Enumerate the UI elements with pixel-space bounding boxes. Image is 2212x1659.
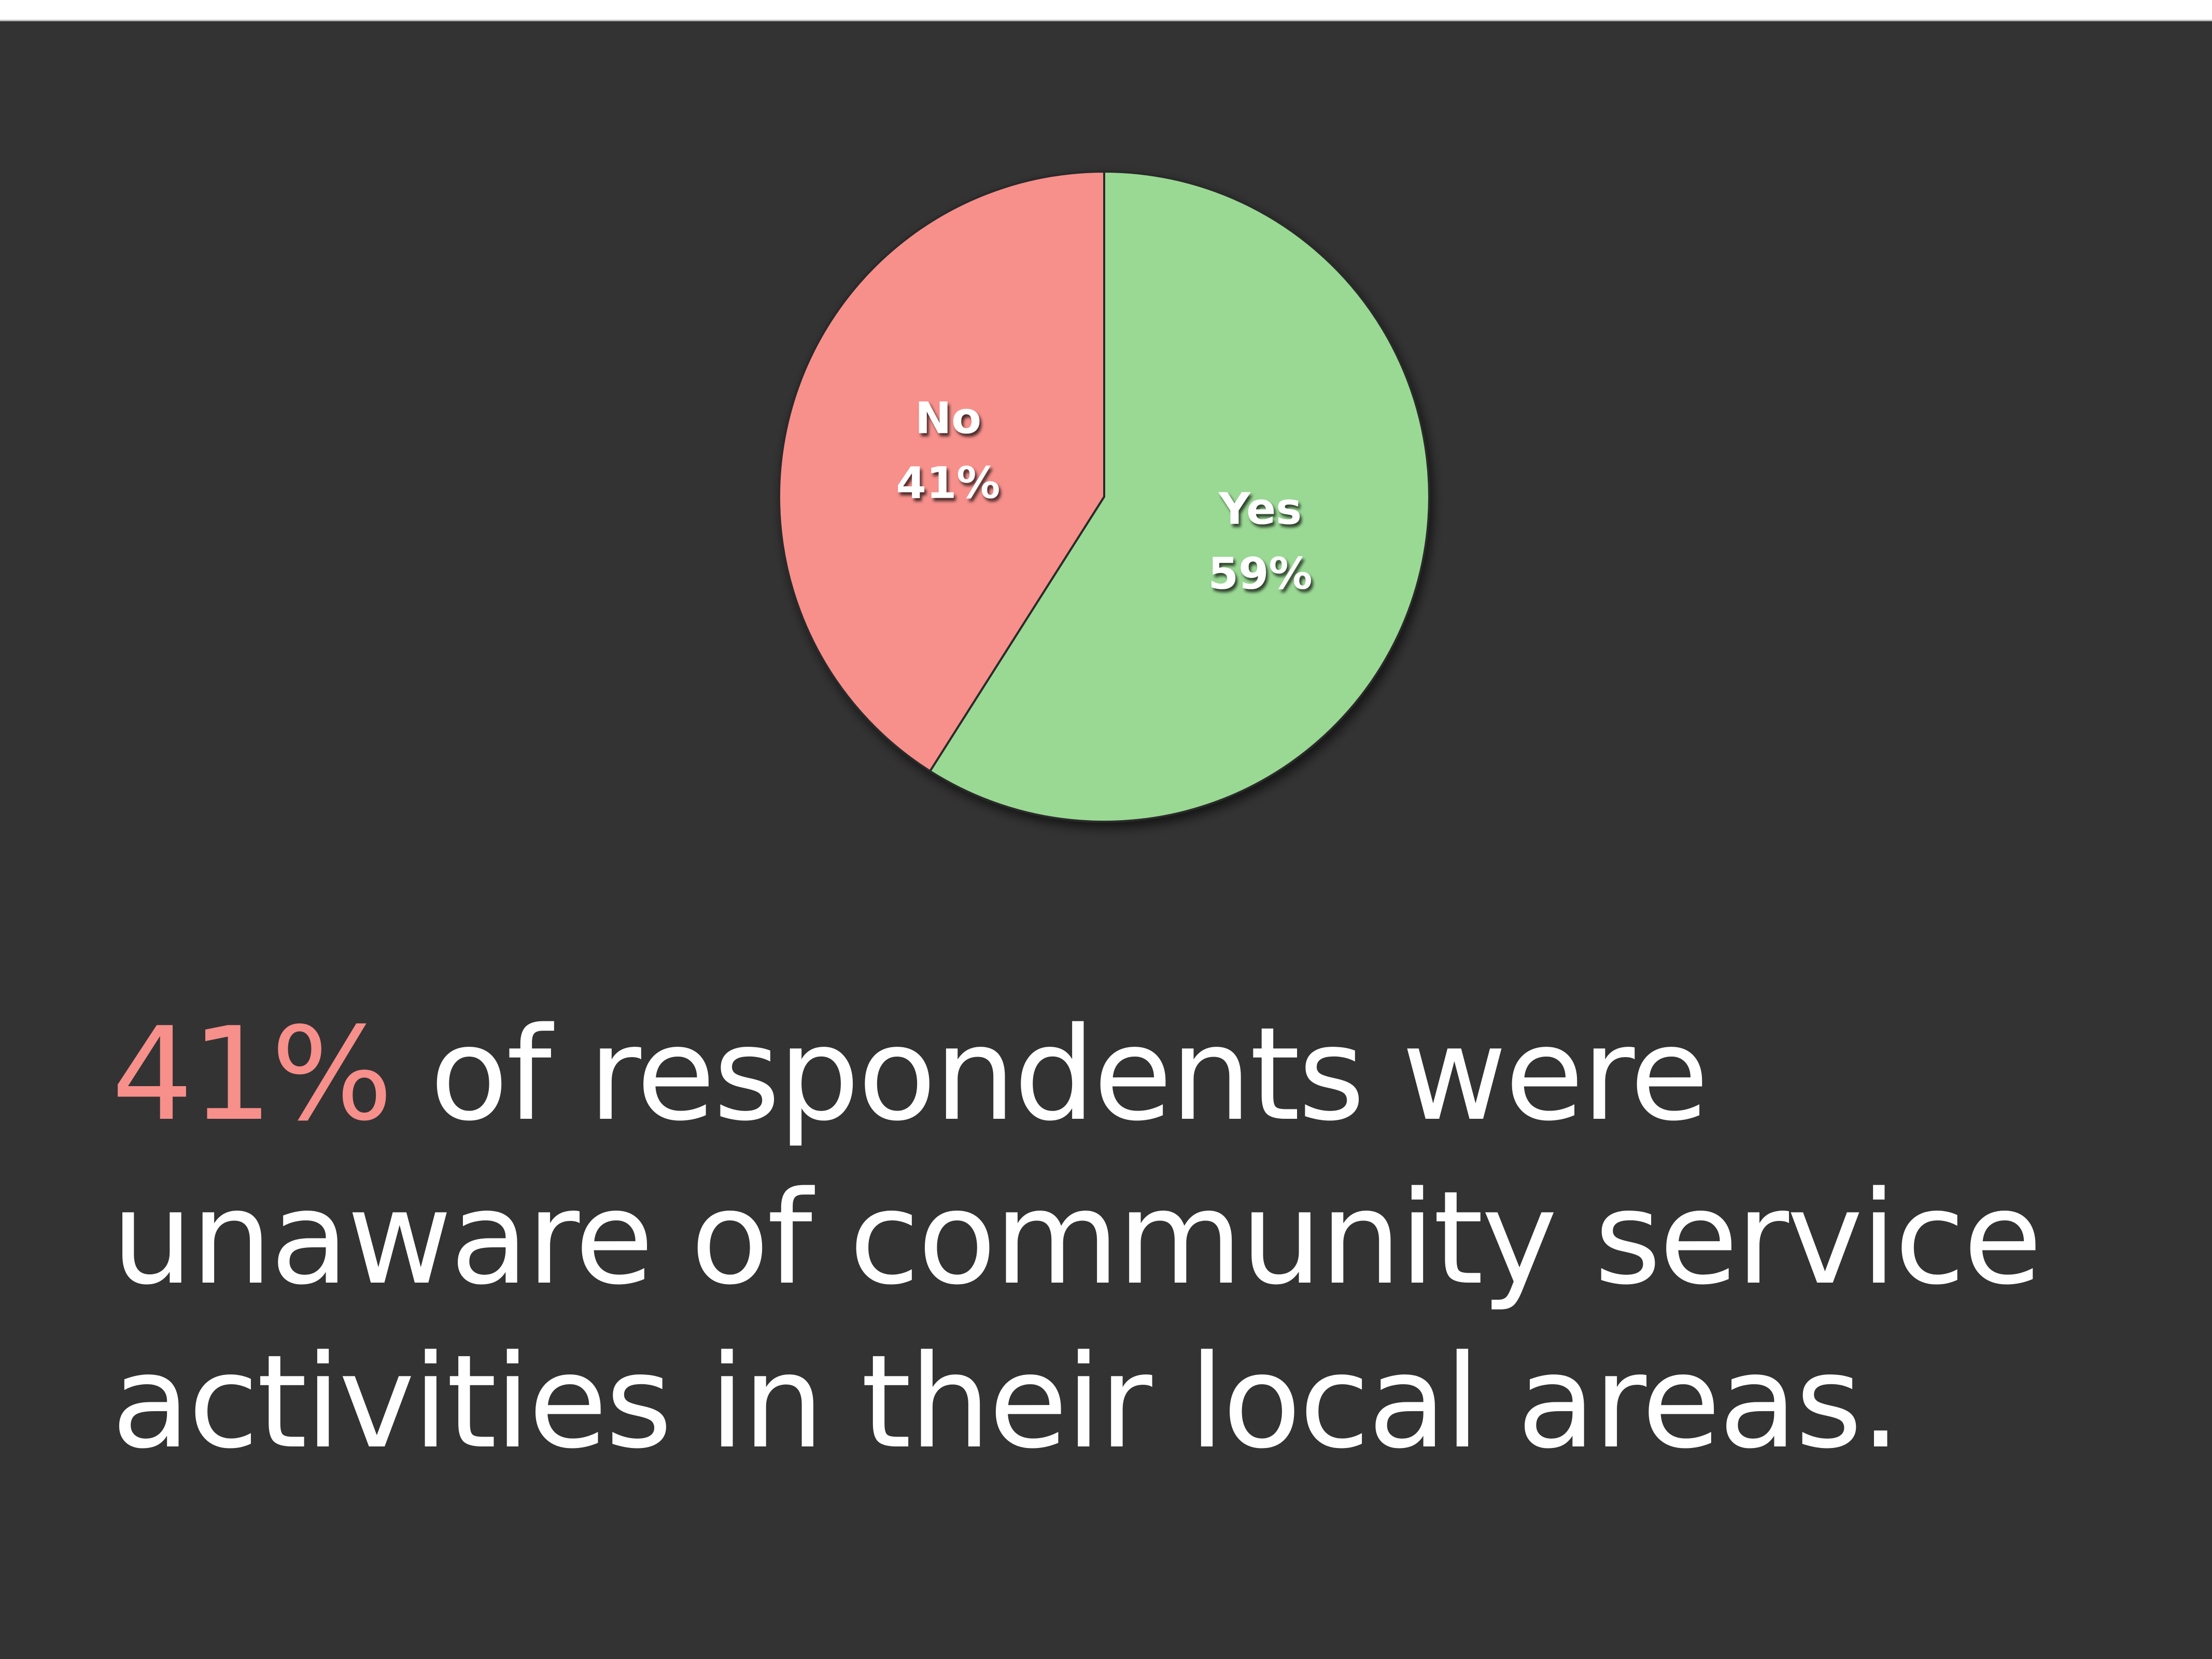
caption: 41% of respondents were unaware of commu… <box>111 993 2133 1484</box>
pie-label-no: No <box>915 393 981 444</box>
pie-value-no: 41% <box>896 458 1000 509</box>
pie-slice-yes <box>928 170 1430 823</box>
caption-text: of respondents were unaware of community… <box>111 1000 2042 1477</box>
pie-value-yes: 59% <box>1208 548 1313 599</box>
caption-highlight: 41% <box>111 1000 393 1149</box>
pie-slice-no <box>778 170 1105 773</box>
pie-label-yes: Yes <box>1218 483 1302 534</box>
